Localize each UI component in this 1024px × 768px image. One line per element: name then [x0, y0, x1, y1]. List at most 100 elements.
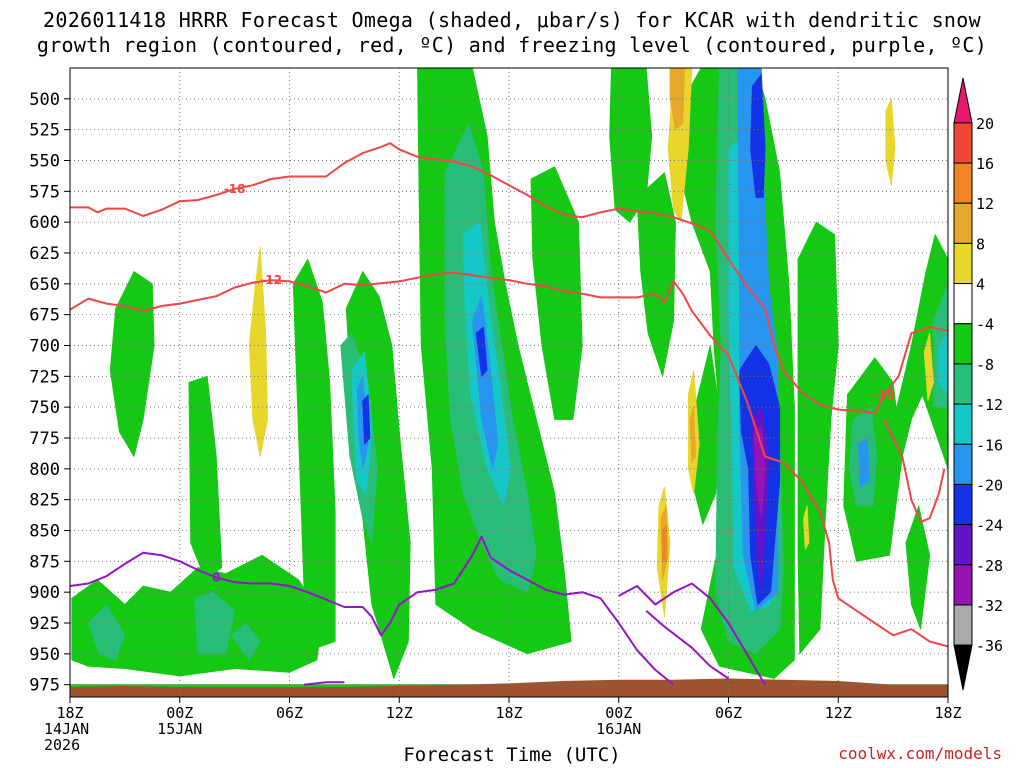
x-tick-label: 18Z [934, 704, 961, 722]
colorbar-swatch [953, 524, 973, 566]
colorbar-swatch [953, 323, 973, 365]
freezing-level-contour [303, 681, 345, 686]
x-axis-label: Forecast Time (UTC) [403, 744, 621, 766]
y-tick-label: 675 [29, 306, 60, 326]
omega-region-blue [750, 73, 766, 198]
contour-label: 0 [212, 570, 220, 584]
omega-region-green [636, 172, 676, 377]
colorbar-swatch [953, 564, 973, 606]
omega-region-gold [669, 68, 685, 131]
colorbar-tick-label: -20 [976, 476, 1003, 494]
dgz-contour [70, 271, 948, 648]
omega-region-green [905, 505, 931, 630]
chart-title-line1: 2026011418 HRRR Forecast Omega (shaded, … [43, 8, 981, 32]
grid-lines [70, 68, 948, 697]
x-tick-label: 06Z [276, 704, 303, 722]
omega-region-green [896, 234, 948, 470]
x-tick-label: 14JAN [44, 720, 89, 738]
omega-region-yellow [803, 505, 810, 550]
colorbar-swatch [953, 242, 973, 285]
terrain-fill [70, 678, 948, 697]
colorbar-swatch [953, 483, 973, 526]
y-tick-label: 750 [29, 398, 60, 418]
colorbar-tick-label: -16 [976, 436, 1003, 454]
omega-region-green [109, 271, 155, 457]
chart-title-line2: growth region (contoured, red, ºC) and f… [36, 33, 988, 57]
colorbar-tick-label: 8 [976, 235, 985, 253]
freezing-level-contour [618, 582, 766, 686]
omega-region-lightblue [356, 375, 369, 470]
temperature-contours: -18 -18 -12 0 [70, 142, 948, 686]
y-tick-label: 775 [29, 429, 60, 449]
omega-region-lightblue [858, 437, 870, 488]
y-tick-label: 700 [29, 337, 60, 357]
contour-label: -12 [260, 273, 282, 287]
omega-region-gold [689, 406, 696, 464]
freezing-level-contour [70, 535, 675, 686]
y-axis-ticks: 500 525 550 575 600 625 650 675 700 725 750 775 800 8… [29, 90, 70, 696]
omega-region-yellow [248, 246, 269, 457]
colorbar-swatch [953, 363, 973, 405]
y-tick-label: 550 [29, 152, 60, 172]
colorbar-swatch [953, 604, 973, 646]
freezing-level-contour [645, 609, 730, 680]
colorbar-tick-label: -36 [976, 637, 1003, 655]
y-tick-label: 625 [29, 244, 60, 264]
y-tick-label: 900 [29, 583, 60, 603]
colorbar-swatch [953, 403, 973, 445]
site-credit: coolwx.com/models [838, 744, 1002, 763]
x-tick-label: 06Z [715, 704, 742, 722]
y-tick-label: 850 [29, 522, 60, 542]
omega-region-cyan [938, 332, 948, 396]
y-tick-label: 600 [29, 213, 60, 233]
omega-region-blue [362, 394, 371, 445]
y-tick-label: 525 [29, 121, 60, 141]
y-tick-label: 875 [29, 552, 60, 572]
y-tick-label: 650 [29, 275, 60, 295]
y-tick-label: 800 [29, 460, 60, 480]
colorbar-swatch [953, 162, 973, 204]
colorbar: 20 16 12 8 4 -4 -8 -12 -16 -20 -24 -28 -32 -36 [953, 77, 1003, 691]
dgz-contour [70, 142, 875, 415]
dgz-contour [873, 326, 948, 414]
x-tick-label: 18Z [495, 704, 522, 722]
colorbar-tick-label: -28 [976, 557, 1003, 575]
omega-shading [70, 68, 948, 697]
omega-region-green [292, 258, 336, 649]
contour-label: -18 [224, 182, 246, 196]
colorbar-tick-label: 4 [976, 276, 985, 294]
x-tick-label: 00Z [605, 704, 632, 722]
colorbar-tick-label: -32 [976, 597, 1003, 615]
colorbar-swatch [953, 202, 973, 244]
omega-region-blue [475, 326, 488, 377]
omega-region-green [530, 166, 583, 420]
x-tick-label: 12Z [825, 704, 852, 722]
colorbar-tick-label: -8 [976, 356, 994, 374]
colorbar-swatch [953, 443, 973, 485]
y-tick-label: 975 [29, 676, 60, 696]
colorbar-arrow-bottom [953, 644, 973, 691]
omega-region-yellow [923, 332, 934, 402]
y-tick-label: 825 [29, 491, 60, 511]
omega-region-yellow [885, 98, 896, 186]
contour-label: -18 [873, 388, 895, 402]
omega-region-green [188, 375, 223, 581]
y-tick-label: 925 [29, 614, 60, 634]
colorbar-arrow-top [953, 77, 973, 124]
omega-region-teal [87, 604, 126, 661]
omega-region-orange [662, 523, 667, 562]
dgz-contour [883, 419, 946, 523]
y-tick-label: 950 [29, 645, 60, 665]
x-tick-label: 18Z [56, 704, 83, 722]
y-tick-label: 575 [29, 182, 60, 202]
colorbar-tick-label: -4 [976, 316, 994, 334]
x-tick-label: 16JAN [596, 720, 641, 738]
terrain-shape [70, 678, 948, 697]
colorbar-tick-label: 20 [976, 115, 994, 133]
omega-region-teal [230, 622, 261, 661]
colorbar-swatch [953, 283, 973, 325]
y-tick-label: 500 [29, 90, 60, 110]
x-tick-label: 2026 [44, 736, 80, 754]
